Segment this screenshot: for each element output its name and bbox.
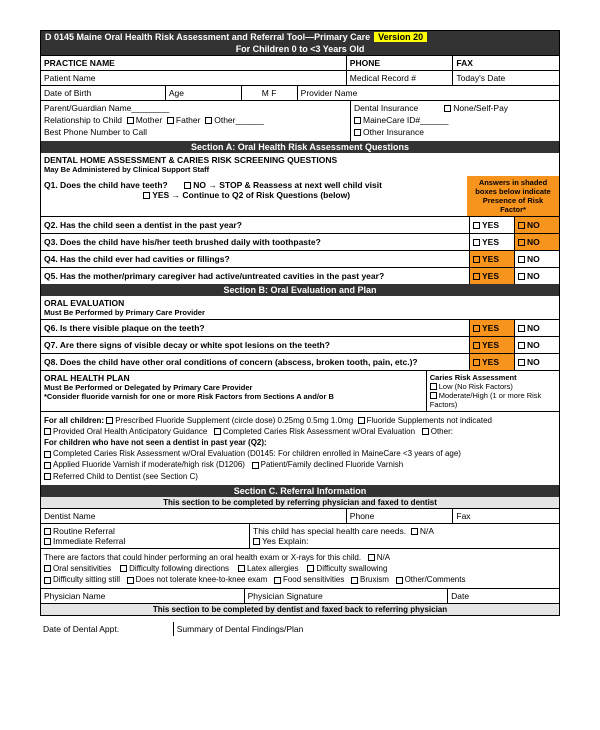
q4-no[interactable]: NO xyxy=(514,251,559,267)
section-a-header: Section A: Oral Health Risk Assessment Q… xyxy=(41,141,559,153)
q6-yes[interactable]: YES xyxy=(469,320,514,336)
q8-yes[interactable]: YES xyxy=(469,354,514,370)
q2-yes[interactable]: YES xyxy=(469,217,514,233)
form-container: D 0145 Maine Oral Health Risk Assessment… xyxy=(40,30,560,616)
bestphone-label: Best Phone Number to Call xyxy=(44,127,147,137)
q7-row: Q7. Are there signs of visible decay or … xyxy=(41,336,559,353)
phys-name[interactable]: Physician Name xyxy=(41,589,245,603)
answer-note: Answers in shaded boxes below indicate P… xyxy=(467,176,559,216)
subtitle: For Children 0 to <3 Years Old xyxy=(41,43,559,55)
phone-label: PHONE xyxy=(347,56,454,70)
q6-no[interactable]: NO xyxy=(514,320,559,336)
mf-label[interactable]: M F xyxy=(242,86,298,100)
phys-sig[interactable]: Physician Signature xyxy=(245,589,449,603)
date-appt[interactable]: Date of Dental Appt. xyxy=(40,622,174,636)
q1-block: Q1. Does the child have teeth? NO → STOP… xyxy=(41,176,467,216)
dentist-phone[interactable]: Phone xyxy=(347,509,454,523)
dentist-name[interactable]: Dentist Name xyxy=(41,509,347,523)
q7-no[interactable]: NO xyxy=(514,337,559,353)
today-label[interactable]: Today's Date xyxy=(453,71,559,85)
phys-date[interactable]: Date xyxy=(448,589,559,603)
q8-row: Q8. Does the child have other oral condi… xyxy=(41,353,559,370)
plan-header-block: ORAL HEALTH PLAN Must Be Performed or De… xyxy=(41,371,427,411)
parent-label: Parent/Guardian Name xyxy=(44,103,131,113)
form-title: D 0145 Maine Oral Health Risk Assessment… xyxy=(45,32,370,42)
section-b-header: Section B: Oral Evaluation and Plan xyxy=(41,284,559,296)
plan-body[interactable]: For all children: Prescribed Fluoride Su… xyxy=(41,411,559,485)
provider-label[interactable]: Provider Name xyxy=(298,86,559,100)
q5-yes[interactable]: YES xyxy=(469,268,514,284)
q2-row: Q2. Has the child seen a dentist in the … xyxy=(41,216,559,233)
parent-block[interactable]: Parent/Guardian Name________ Relationshi… xyxy=(41,101,351,141)
fax-label: FAX xyxy=(453,56,559,70)
title-bar: D 0145 Maine Oral Health Risk Assessment… xyxy=(41,31,559,43)
q6-row: Q6. Is there visible plaque on the teeth… xyxy=(41,319,559,336)
q2-no[interactable]: NO xyxy=(514,217,559,233)
q7-yes[interactable]: YES xyxy=(469,337,514,353)
section-c-header: Section C. Referral Information xyxy=(41,485,559,497)
special-needs[interactable]: This child has special health care needs… xyxy=(250,524,559,548)
secC-inst1: This section to be completed by referrin… xyxy=(41,497,559,508)
q3-yes[interactable]: YES xyxy=(469,234,514,250)
relationship-label: Relationship to Child xyxy=(44,115,122,125)
q5-row: Q5. Has the mother/primary caregiver had… xyxy=(41,267,559,284)
age-label[interactable]: Age xyxy=(166,86,242,100)
secC-inst2: This section to be completed by dentist … xyxy=(41,603,559,615)
q3-row: Q3. Does the child have his/her teeth br… xyxy=(41,233,559,250)
dental-home-block: DENTAL HOME ASSESSMENT & CARIES RISK SCR… xyxy=(41,153,559,176)
q4-yes[interactable]: YES xyxy=(469,251,514,267)
dentist-fax[interactable]: Fax xyxy=(453,509,559,523)
version-badge: Version 20 xyxy=(374,32,427,42)
caries-risk-block[interactable]: Caries Risk Assessment Low (No Risk Fact… xyxy=(427,371,559,411)
q8-no[interactable]: NO xyxy=(514,354,559,370)
oraleval-block: ORAL EVALUATION Must Be Performed by Pri… xyxy=(41,296,559,319)
q3-no[interactable]: NO xyxy=(514,234,559,250)
mrn-label[interactable]: Medical Record # xyxy=(347,71,454,85)
q5-no[interactable]: NO xyxy=(514,268,559,284)
practice-label: PRACTICE NAME xyxy=(41,56,347,70)
summary[interactable]: Summary of Dental Findings/Plan xyxy=(174,622,560,636)
referral-type[interactable]: Routine Referral Immediate Referral xyxy=(41,524,250,548)
insurance-block[interactable]: Dental Insurance None/Self-Pay MaineCare… xyxy=(351,101,559,141)
patient-label[interactable]: Patient Name xyxy=(41,71,347,85)
hinder-block[interactable]: There are factors that could hinder perf… xyxy=(41,548,559,589)
q4-row: Q4. Has the child ever had cavities or f… xyxy=(41,250,559,267)
dob-label[interactable]: Date of Birth xyxy=(41,86,166,100)
